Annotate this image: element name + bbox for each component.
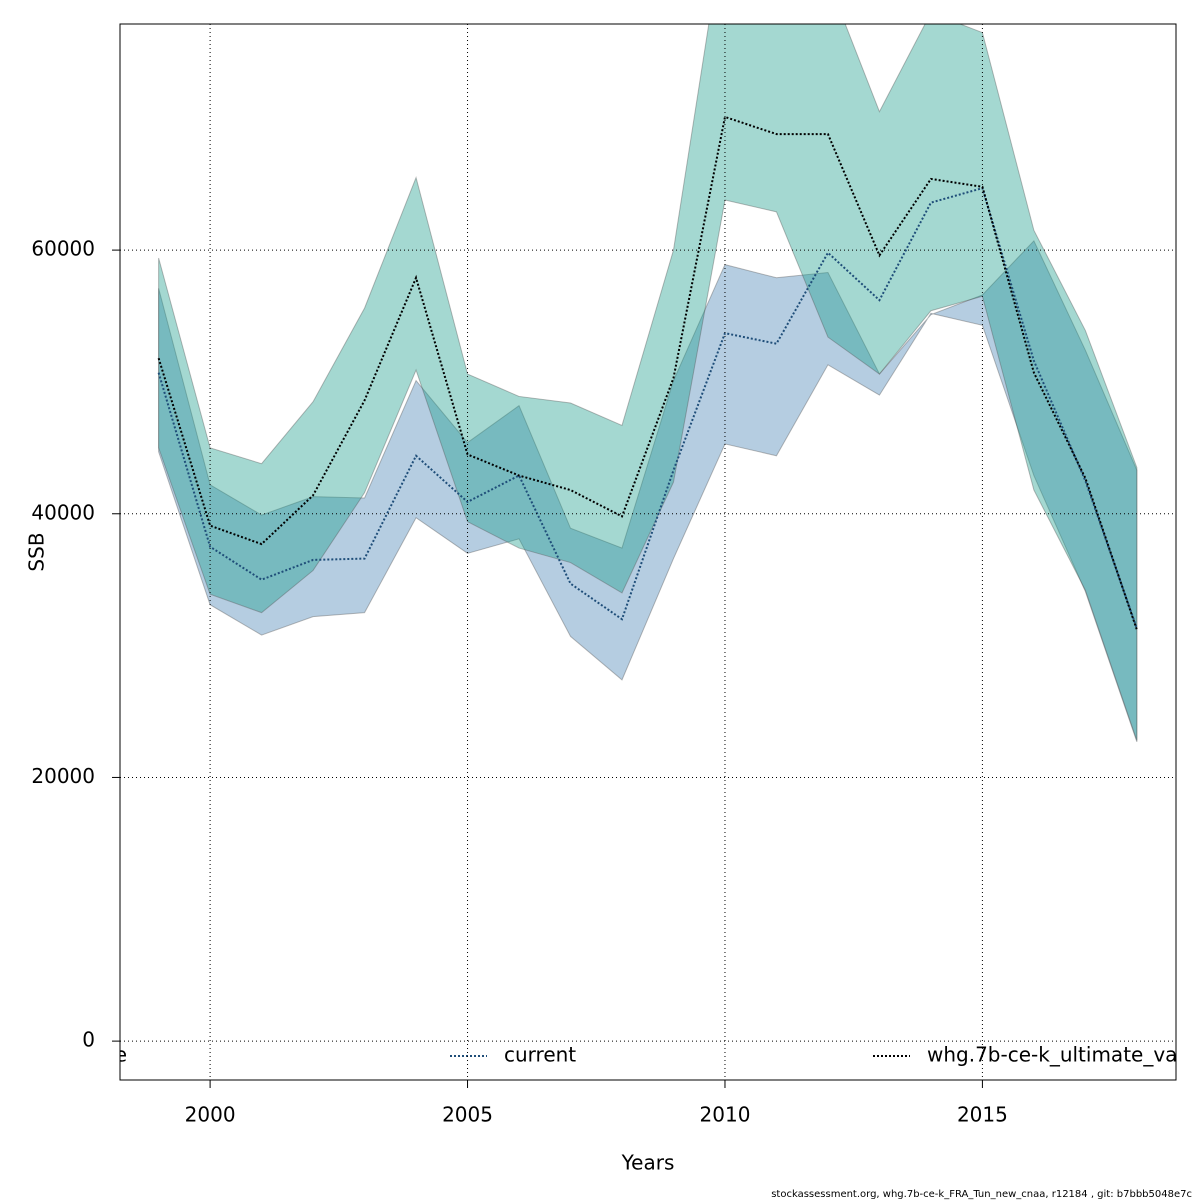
plot-area: e current whg.7b-ce-k_ultimate_va [115, 24, 1177, 1067]
x-tick-label: 2005 [442, 1103, 493, 1127]
confidence-band [158, 24, 1138, 741]
legend-label: whg.7b-ce-k_ultimate_va [927, 1043, 1177, 1067]
plot-frame [119, 23, 1177, 1081]
x-tick-label: 2000 [185, 1103, 236, 1127]
x-tick-label: 2015 [957, 1103, 1008, 1127]
y-axis-label: SSB [25, 532, 49, 571]
legend-fragment: e [115, 1043, 127, 1067]
confidence-band [158, 239, 1138, 743]
y-tick-label: 60000 [31, 237, 95, 261]
y-tick-label: 40000 [31, 500, 95, 524]
footer: stockassessment.org, whg.7b-ce-k_FRA_Tun… [771, 1189, 1192, 1200]
legend-label: current [504, 1043, 576, 1067]
x-tick-label: 2010 [700, 1103, 751, 1127]
x-axis-label: Years [621, 1151, 675, 1175]
line [157, 186, 1138, 629]
y-tick-label: 20000 [31, 764, 95, 788]
y-tick-label: 0 [82, 1028, 95, 1052]
